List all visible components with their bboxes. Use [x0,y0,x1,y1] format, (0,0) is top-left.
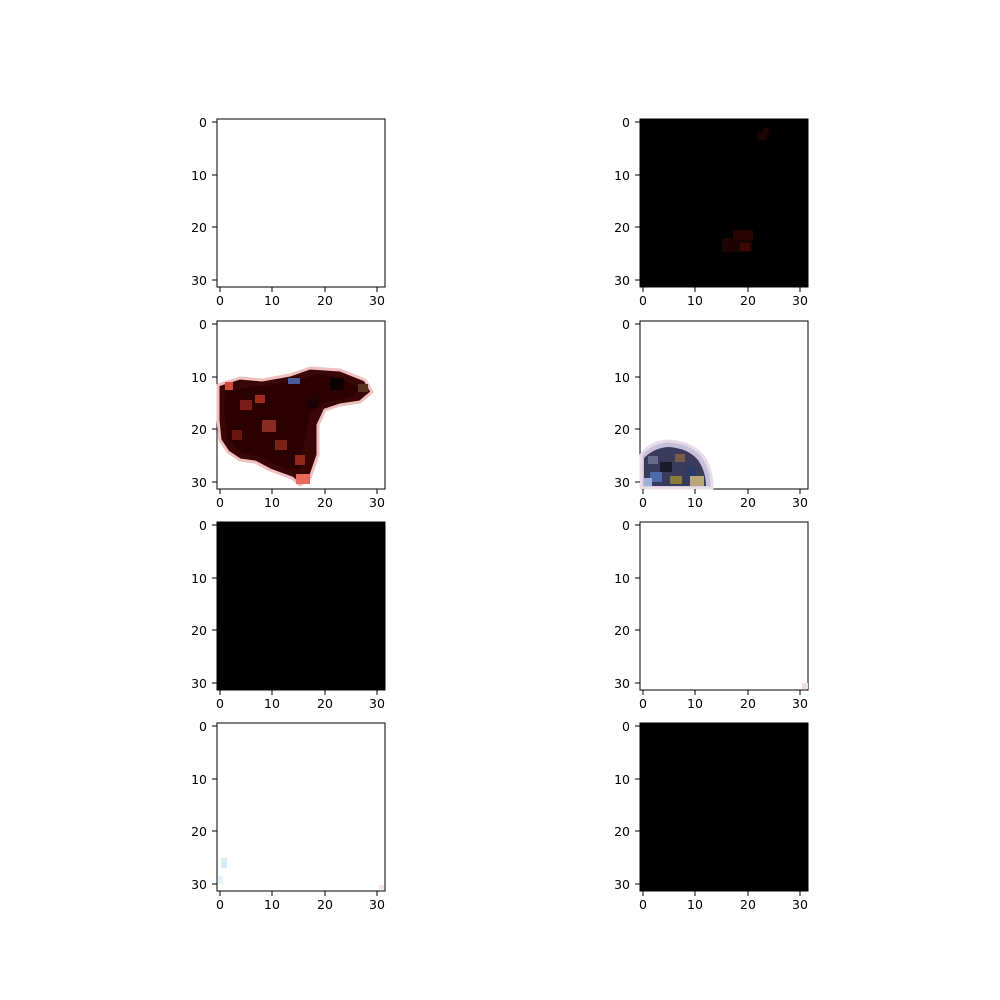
image-panel-8: 0 10 20 30 0 10 20 30 [614,719,809,912]
y-tick-label: 30 [191,676,207,691]
x-tick-label: 0 [216,495,224,510]
x-tick-label: 20 [740,293,756,308]
x-tick-label: 30 [792,293,808,308]
x-axis-ticks: 0 10 20 30 [639,287,808,308]
x-axis-ticks: 0 10 20 30 [216,489,385,510]
x-tick-label: 20 [317,293,333,308]
x-axis-ticks: 0 10 20 30 [216,891,385,912]
y-tick-label: 30 [614,877,630,892]
y-tick-label: 10 [191,168,207,183]
x-tick-label: 20 [317,495,333,510]
y-tick-label: 10 [614,168,630,183]
x-axis-ticks: 0 10 20 30 [639,891,808,912]
y-tick-label: 30 [191,475,207,490]
faint-red-blob [722,128,769,252]
image-panel-2: 0 10 20 30 0 10 20 30 [614,115,809,308]
y-tick-label: 20 [191,220,207,235]
x-tick-label: 10 [687,293,703,308]
x-tick-label: 10 [687,897,703,912]
x-tick-label: 10 [687,696,703,711]
y-tick-label: 10 [614,571,630,586]
y-tick-label: 0 [622,317,630,332]
y-tick-label: 0 [622,518,630,533]
y-tick-label: 0 [199,518,207,533]
x-tick-label: 10 [264,696,280,711]
y-tick-label: 20 [191,623,207,638]
y-tick-label: 20 [614,824,630,839]
y-tick-label: 20 [614,623,630,638]
x-tick-label: 10 [264,897,280,912]
y-axis-ticks: 0 10 20 30 [614,719,640,892]
y-axis-ticks: 0 10 20 30 [614,317,640,490]
image-panel-3: 0 10 20 30 0 10 20 30 [191,317,386,510]
x-tick-label: 30 [369,495,385,510]
y-tick-label: 30 [614,676,630,691]
image-panel-4: 0 10 20 30 0 10 20 30 [614,317,809,510]
x-axis-ticks: 0 10 20 30 [639,489,808,510]
y-tick-label: 20 [191,824,207,839]
y-tick-label: 10 [614,772,630,787]
x-tick-label: 20 [317,696,333,711]
y-tick-label: 30 [614,273,630,288]
x-tick-label: 10 [264,495,280,510]
x-tick-label: 30 [369,897,385,912]
y-axis-ticks: 0 10 20 30 [191,719,217,892]
y-tick-label: 30 [614,475,630,490]
image-panel-6: 0 10 20 30 0 10 20 30 [614,518,809,711]
x-tick-label: 20 [740,495,756,510]
x-tick-label: 30 [792,897,808,912]
x-tick-label: 10 [264,293,280,308]
y-tick-label: 10 [191,772,207,787]
y-tick-label: 30 [191,877,207,892]
x-tick-label: 0 [639,293,647,308]
x-axis-ticks: 0 10 20 30 [639,690,808,711]
x-tick-label: 0 [216,897,224,912]
y-tick-label: 0 [199,317,207,332]
x-axis-ticks: 0 10 20 30 [216,690,385,711]
y-axis-ticks: 0 10 20 30 [191,518,217,691]
x-tick-label: 30 [369,696,385,711]
x-tick-label: 0 [639,897,647,912]
x-tick-label: 0 [639,696,647,711]
dark-red-blob [216,366,374,487]
multicolor-blob [639,439,714,490]
y-tick-label: 0 [622,719,630,734]
x-tick-label: 0 [216,696,224,711]
x-axis-ticks: 0 10 20 30 [216,287,385,308]
x-tick-label: 10 [687,495,703,510]
y-tick-label: 10 [191,370,207,385]
y-tick-label: 10 [191,571,207,586]
y-tick-label: 0 [622,115,630,130]
faint-blue-pixels [218,858,384,890]
y-axis-ticks: 0 10 20 30 [191,115,217,288]
x-tick-label: 20 [740,897,756,912]
y-axis-ticks: 0 10 20 30 [614,115,640,288]
y-axis-ticks: 0 10 20 30 [614,518,640,691]
y-tick-label: 0 [199,115,207,130]
x-tick-label: 30 [369,293,385,308]
image-panel-1: 0 10 20 30 0 10 20 30 [191,115,386,308]
y-axis-ticks: 0 10 20 30 [191,317,217,490]
x-tick-label: 0 [216,293,224,308]
image-panel-7: 0 10 20 30 0 10 20 30 [191,719,386,912]
y-tick-label: 30 [191,273,207,288]
x-tick-label: 30 [792,495,808,510]
image-panel-5: 0 10 20 30 0 10 20 30 [191,518,386,711]
x-tick-label: 30 [792,696,808,711]
y-tick-label: 0 [199,719,207,734]
x-tick-label: 0 [639,495,647,510]
y-tick-label: 20 [614,422,630,437]
x-tick-label: 20 [317,897,333,912]
x-tick-label: 20 [740,696,756,711]
y-tick-label: 20 [191,422,207,437]
y-tick-label: 20 [614,220,630,235]
faint-pink-pixel [802,683,808,689]
y-tick-label: 10 [614,370,630,385]
